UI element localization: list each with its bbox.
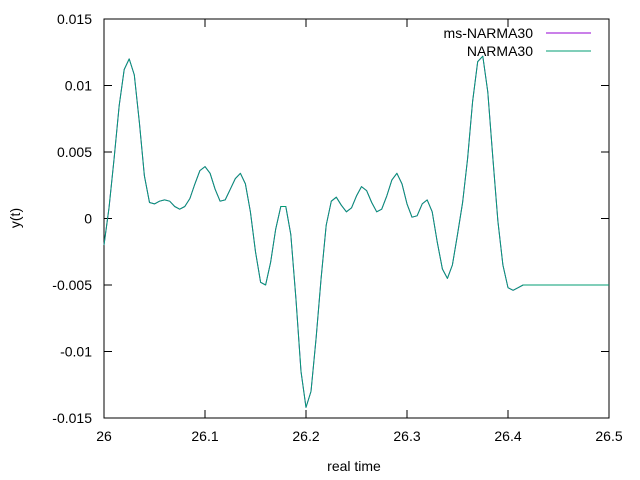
x-tick-label: 26.3	[393, 428, 420, 444]
x-axis-label: real time	[327, 458, 381, 474]
x-tick-label: 26	[96, 428, 112, 444]
y-tick-label: 0	[84, 211, 92, 227]
x-tick-label: 26.4	[494, 428, 521, 444]
x-tick-label: 26.1	[191, 428, 218, 444]
y-tick-label: -0.01	[60, 344, 92, 360]
y-tick-label: 0.015	[57, 11, 92, 27]
y-axis: 0.015 0.01 0.005 0 -0.005 -0.01 -0.015	[52, 11, 609, 426]
x-tick-label: 26.2	[292, 428, 319, 444]
legend-label: ms-NARMA30	[444, 25, 534, 41]
y-tick-label: -0.015	[52, 410, 92, 426]
x-tick-label: 26.5	[595, 428, 622, 444]
y-axis-label: y(t)	[7, 208, 23, 228]
y-tick-label: 0.005	[57, 144, 92, 160]
series-layer	[103, 55, 609, 408]
series-line-ms-narma30	[103, 55, 609, 408]
y-tick-label: -0.005	[52, 277, 92, 293]
legend-label: NARMA30	[467, 43, 533, 59]
plot-frame	[103, 18, 610, 419]
series-line-narma30	[103, 55, 609, 408]
y-tick-label: 0.01	[65, 78, 92, 94]
x-axis: 26 26.1 26.2 26.3 26.4 26.5	[96, 19, 623, 444]
legend: ms-NARMA30 NARMA30	[444, 25, 591, 59]
